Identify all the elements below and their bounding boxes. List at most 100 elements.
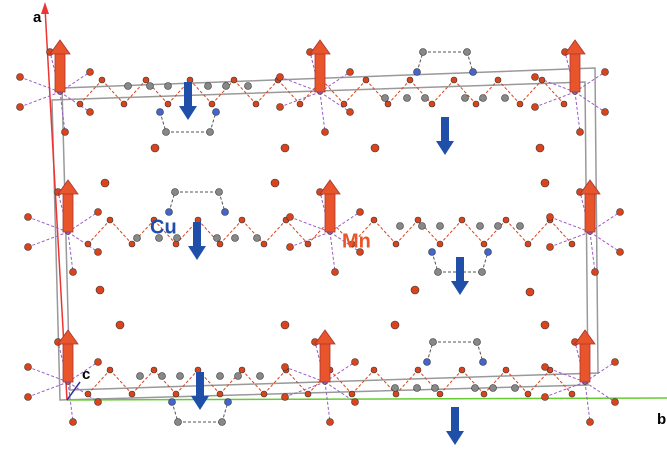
atom bbox=[173, 391, 179, 397]
atom bbox=[503, 367, 509, 373]
mn-spin-head bbox=[310, 40, 330, 54]
bond bbox=[212, 80, 234, 104]
atom bbox=[407, 77, 413, 83]
bond bbox=[410, 80, 432, 104]
mn-spin bbox=[325, 192, 335, 232]
mn-spin bbox=[570, 52, 580, 92]
atom bbox=[464, 49, 471, 56]
bond bbox=[528, 220, 550, 244]
atom bbox=[137, 373, 144, 380]
atom bbox=[432, 385, 439, 392]
bond bbox=[432, 80, 454, 104]
bond bbox=[28, 367, 68, 382]
bond bbox=[285, 367, 325, 382]
cu-spin-head bbox=[188, 246, 206, 260]
bond bbox=[590, 232, 620, 252]
atom bbox=[451, 77, 457, 83]
c-axis bbox=[67, 382, 80, 400]
mn-spin bbox=[63, 192, 73, 232]
atom bbox=[474, 339, 481, 346]
atom bbox=[239, 367, 245, 373]
atom bbox=[404, 95, 411, 102]
atom bbox=[95, 399, 102, 406]
bond bbox=[575, 92, 580, 132]
cu-spin-head bbox=[436, 141, 454, 155]
atom bbox=[526, 288, 534, 296]
axis-label: c bbox=[82, 366, 90, 383]
atom bbox=[77, 101, 83, 107]
atom bbox=[532, 74, 539, 81]
atom bbox=[151, 144, 159, 152]
atom bbox=[271, 179, 279, 187]
atom bbox=[352, 359, 359, 366]
atom bbox=[525, 241, 531, 247]
atom bbox=[397, 223, 404, 230]
atom bbox=[437, 223, 444, 230]
bond bbox=[220, 220, 242, 244]
atom bbox=[332, 269, 339, 276]
atom bbox=[223, 83, 230, 90]
atom bbox=[287, 244, 294, 251]
atom bbox=[175, 419, 182, 426]
atom bbox=[473, 101, 479, 107]
atom bbox=[502, 95, 509, 102]
atom bbox=[209, 101, 215, 107]
atom bbox=[542, 364, 549, 371]
atom bbox=[166, 209, 173, 216]
atom bbox=[95, 209, 102, 216]
atom bbox=[143, 77, 149, 83]
bond bbox=[68, 232, 98, 252]
bond bbox=[88, 370, 110, 394]
bond bbox=[320, 92, 325, 132]
mn-spin-head bbox=[575, 330, 595, 344]
atom bbox=[121, 101, 127, 107]
atom bbox=[222, 209, 229, 216]
atom bbox=[371, 217, 377, 223]
atom bbox=[437, 391, 443, 397]
atom bbox=[422, 95, 429, 102]
atom bbox=[62, 129, 69, 136]
atom bbox=[415, 367, 421, 373]
atom bbox=[305, 391, 311, 397]
bond bbox=[110, 370, 132, 394]
atom bbox=[592, 269, 599, 276]
mn-spin-head bbox=[50, 40, 70, 54]
atom bbox=[17, 74, 24, 81]
mn-spin-head bbox=[580, 180, 600, 194]
atom bbox=[87, 109, 94, 116]
bond bbox=[344, 80, 366, 104]
atom bbox=[231, 77, 237, 83]
cu-spin-head bbox=[446, 431, 464, 445]
atom bbox=[214, 235, 221, 242]
atom bbox=[435, 269, 442, 276]
atom bbox=[481, 241, 487, 247]
atom bbox=[169, 399, 176, 406]
atom bbox=[225, 399, 232, 406]
atom bbox=[495, 223, 502, 230]
cu-spin bbox=[441, 117, 449, 143]
atom bbox=[503, 217, 509, 223]
atom bbox=[101, 179, 109, 187]
atom bbox=[253, 101, 259, 107]
atom bbox=[95, 359, 102, 366]
atom bbox=[347, 109, 354, 116]
atom bbox=[371, 144, 379, 152]
atom bbox=[479, 269, 486, 276]
atom bbox=[485, 249, 492, 256]
atom bbox=[411, 286, 419, 294]
cu-spin bbox=[196, 372, 204, 398]
bond bbox=[20, 77, 60, 92]
bond bbox=[352, 370, 374, 394]
atom bbox=[602, 109, 609, 116]
bond bbox=[440, 370, 462, 394]
atom bbox=[536, 144, 544, 152]
bond bbox=[484, 220, 506, 244]
mn-spin-head bbox=[315, 330, 335, 344]
atom bbox=[173, 241, 179, 247]
atom bbox=[414, 69, 421, 76]
atom bbox=[217, 391, 223, 397]
atom bbox=[257, 373, 264, 380]
mn-spin bbox=[320, 342, 330, 382]
bond bbox=[28, 232, 68, 247]
atom bbox=[437, 241, 443, 247]
